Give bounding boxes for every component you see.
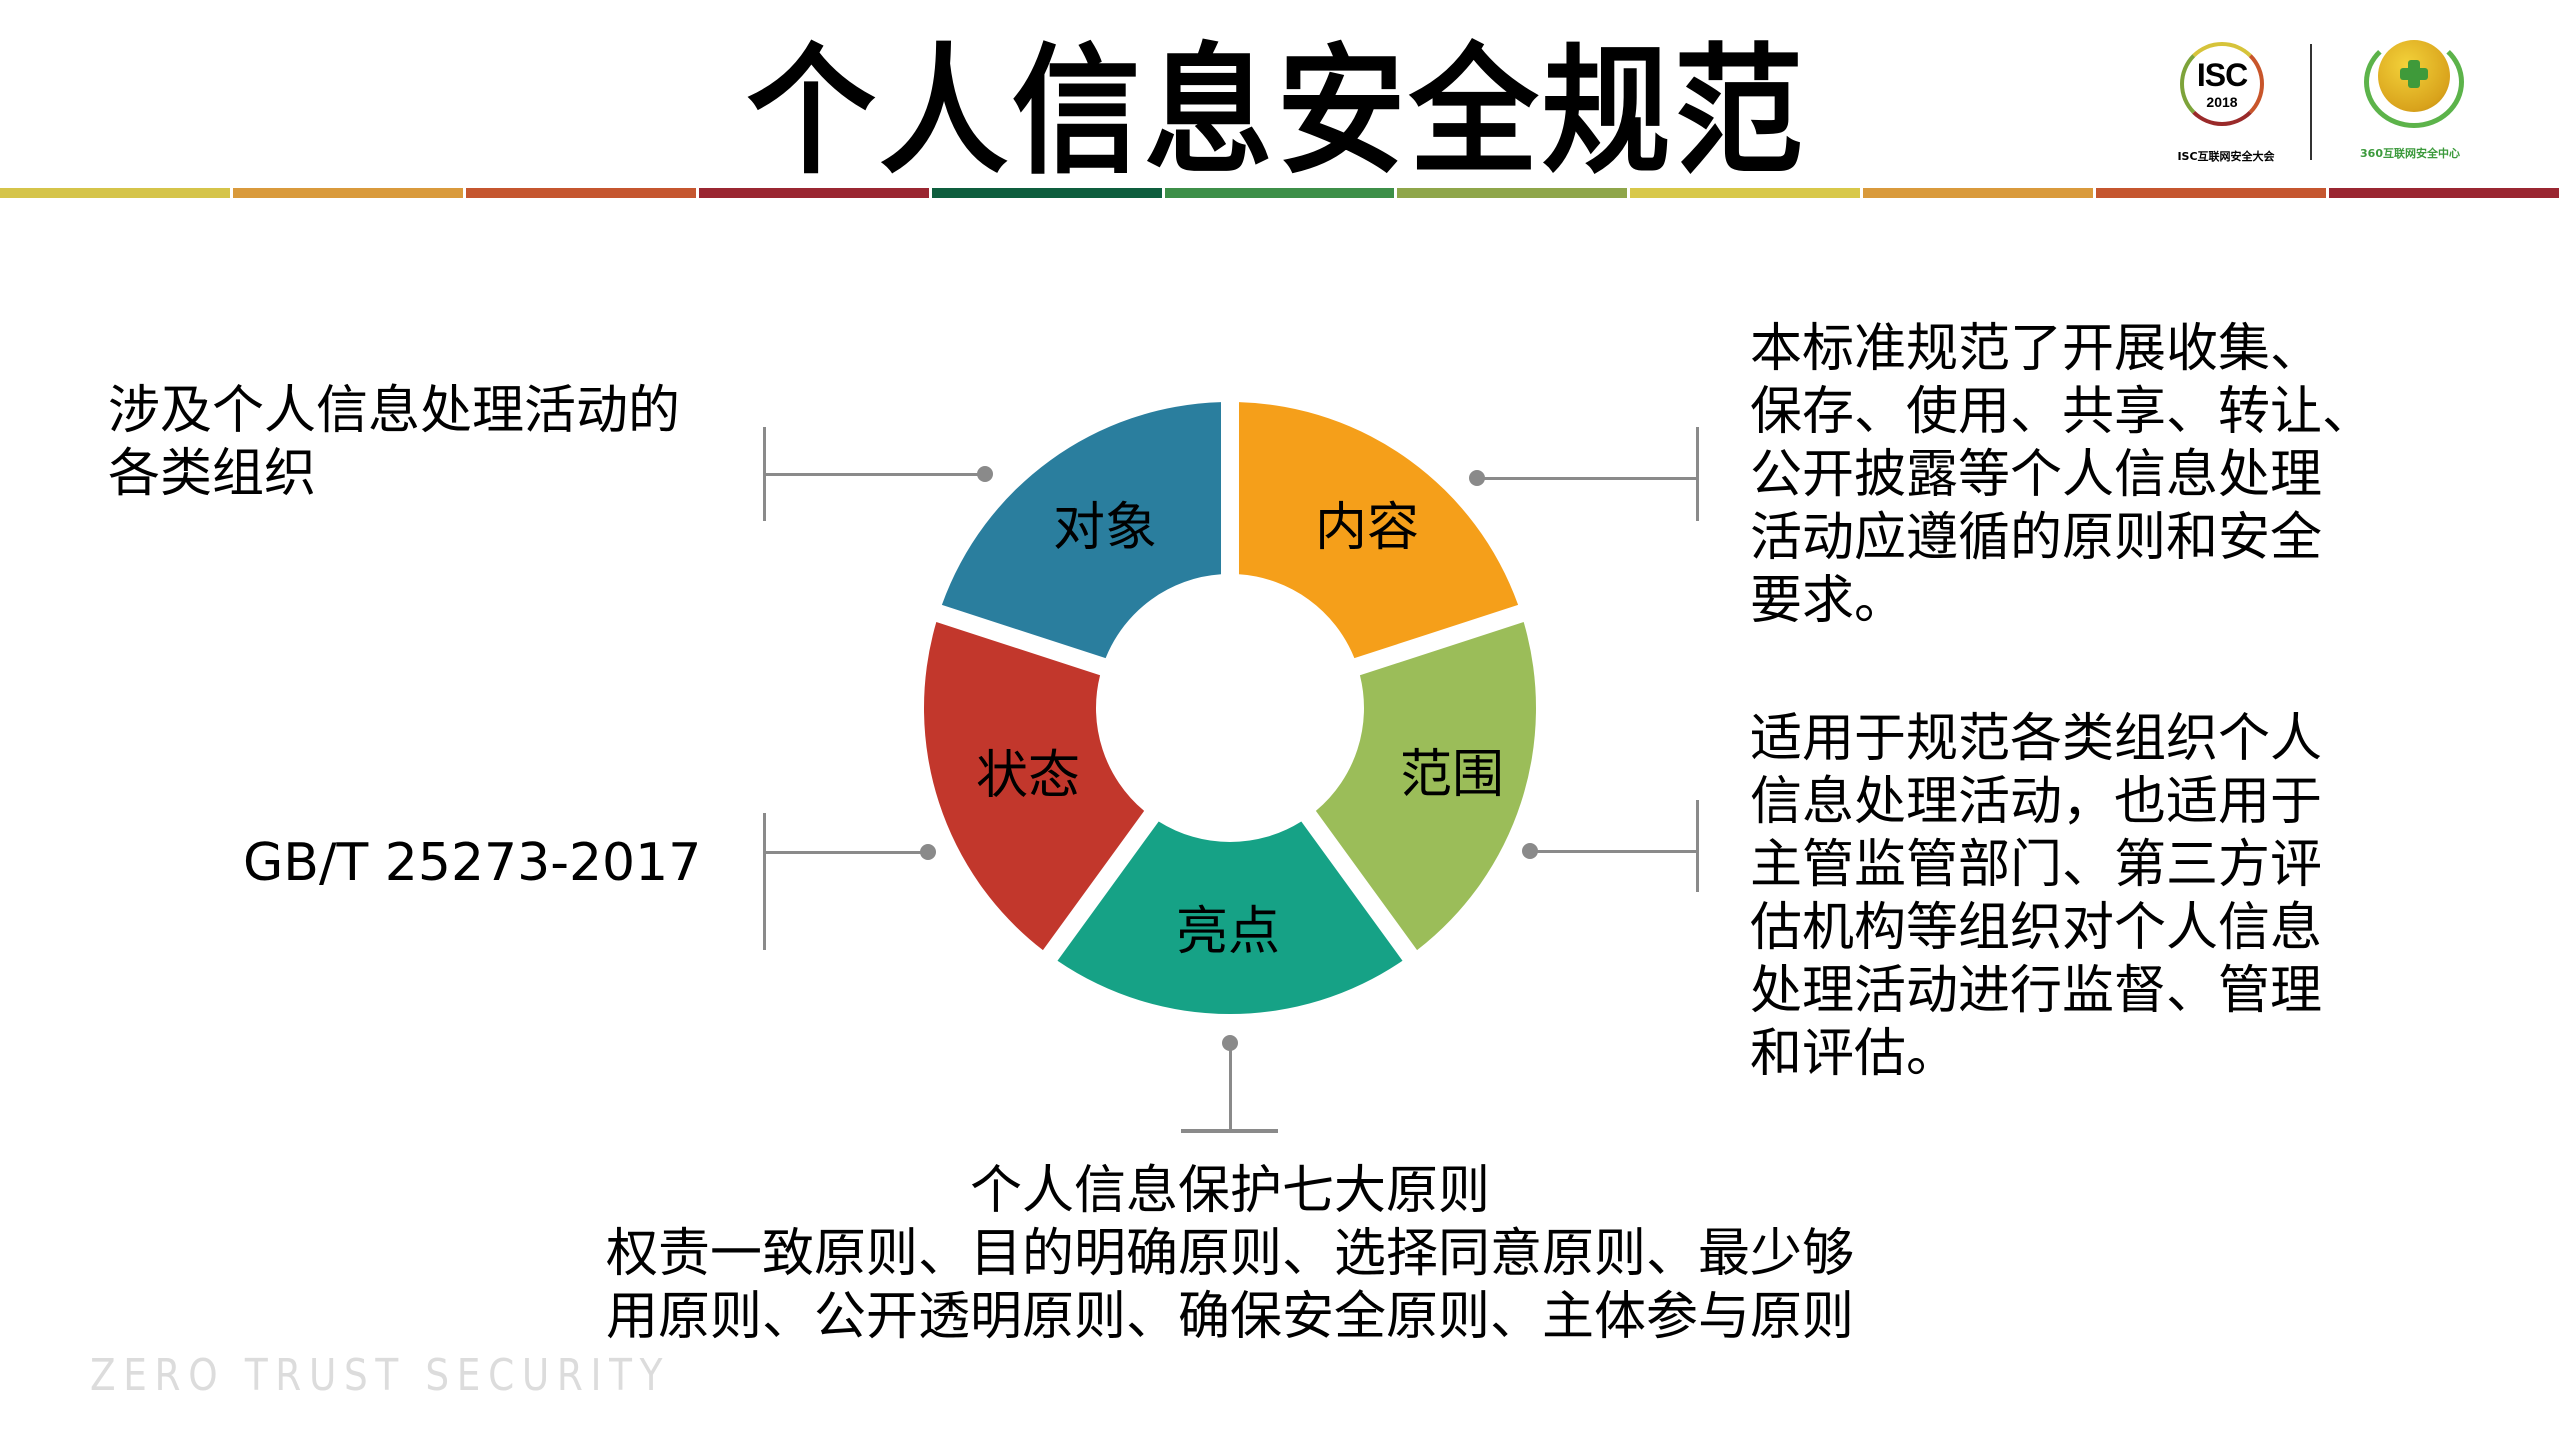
connector-status-bar xyxy=(763,813,766,950)
stripe-segment xyxy=(0,188,230,198)
stripe-segment xyxy=(698,188,929,198)
callout-line: 要求。 xyxy=(1750,571,1907,631)
stripe-segment xyxy=(2329,188,2559,198)
q360-logo-caption: 360互联网安全中心 xyxy=(2360,147,2460,160)
stripe-segment xyxy=(2096,188,2327,198)
segment-label-content: 内容 xyxy=(1314,498,1420,558)
callout-highlight-text: 个人信息保护七大原则 权责一致原则、目的明确原则、选择同意原则、最少够 用原则、… xyxy=(580,1160,1880,1349)
callout-scope-text: 适用于规范各类组织个人 信息处理活动，也适用于 主管监管部门、第三方评 估机构等… xyxy=(1750,708,2322,1086)
callout-line: 适用于规范各类组织个人 xyxy=(1750,709,2323,769)
isc-logo-year: 2018 xyxy=(2206,94,2238,110)
header-color-stripe xyxy=(0,188,2559,198)
logo-group: ISC 2018 ISC互联网安全大会 360互联网安全中心 xyxy=(2150,30,2480,170)
plus-icon-vertical xyxy=(2408,60,2420,88)
stripe-segment xyxy=(931,188,1162,198)
donut-segment xyxy=(1057,821,1403,1015)
connector-status-dot xyxy=(920,844,936,860)
stripe-segment xyxy=(1164,188,1395,198)
standard-number: GB/T 25273-2017 xyxy=(243,833,702,893)
callout-object-text: 涉及个人信息处理活动的 各类组织 xyxy=(108,380,680,506)
isc-logo-icon: ISC 2018 xyxy=(2180,42,2264,126)
callout-line: 和评估。 xyxy=(1750,1024,1959,1084)
connector-object-line xyxy=(764,473,985,476)
isc-logo-text: ISC xyxy=(2196,57,2248,93)
donut-segment xyxy=(1238,402,1519,659)
connector-highlight-line xyxy=(1229,1043,1232,1131)
connector-content-dot xyxy=(1469,470,1485,486)
segment-label-object: 对象 xyxy=(1052,498,1158,558)
connector-content-line xyxy=(1477,477,1697,480)
stripe-segment xyxy=(1397,188,1628,198)
connector-status-line xyxy=(764,851,928,854)
callout-line: 涉及个人信息处理活动的 xyxy=(108,381,681,441)
callout-content-text: 本标准规范了开展收集、 保存、使用、共享、转让、 公开披露等个人信息处理 活动应… xyxy=(1750,318,2374,633)
principles-line: 权责一致原则、目的明确原则、选择同意原则、最少够 xyxy=(605,1224,1854,1284)
donut-segment xyxy=(941,402,1222,659)
watermark: ZERO TRUST SECURITY xyxy=(90,1350,671,1401)
stripe-segment xyxy=(1630,188,1861,198)
stripe-segment xyxy=(1863,188,2094,198)
donut-segment xyxy=(1315,622,1536,951)
connector-object-dot xyxy=(977,466,993,482)
segment-label-highlight: 亮点 xyxy=(1175,902,1281,962)
logo-divider xyxy=(2310,44,2312,160)
stripe-segment xyxy=(232,188,463,198)
callout-line: 信息处理活动，也适用于 xyxy=(1750,772,2323,832)
principles-line: 用原则、公开透明原则、确保安全原则、主体参与原则 xyxy=(605,1287,1854,1347)
connector-scope-line xyxy=(1530,850,1697,853)
segment-label-scope: 范围 xyxy=(1399,745,1505,805)
donut-segment xyxy=(924,622,1145,951)
principles-heading: 个人信息保护七大原则 xyxy=(969,1161,1490,1221)
page-title: 个人信息安全规范 xyxy=(746,31,1807,194)
callout-line: 估机构等组织对个人信息 xyxy=(1750,898,2323,958)
stripe-segment xyxy=(465,188,696,198)
isc-logo-caption: ISC互联网安全大会 xyxy=(2177,150,2275,163)
callout-line: 主管监管部门、第三方评 xyxy=(1750,835,2323,895)
callout-line: 处理活动进行监督、管理 xyxy=(1750,961,2323,1021)
connector-highlight-bar xyxy=(1181,1129,1278,1133)
wreath-icon xyxy=(2364,36,2464,128)
callout-line: 保存、使用、共享、转让、 xyxy=(1750,382,2375,442)
connector-content-bar xyxy=(1696,427,1699,521)
callout-line: 本标准规范了开展收集、 xyxy=(1750,319,2323,379)
connector-scope-dot xyxy=(1522,843,1538,859)
callout-status-text: GB/T 25273-2017 xyxy=(243,832,701,895)
callout-line: 公开披露等个人信息处理 xyxy=(1750,445,2323,505)
connector-scope-bar xyxy=(1696,800,1699,892)
callout-line: 活动应遵循的原则和安全 xyxy=(1750,508,2323,568)
callout-line: 各类组织 xyxy=(108,444,317,504)
segment-label-status: 状态 xyxy=(975,746,1081,806)
